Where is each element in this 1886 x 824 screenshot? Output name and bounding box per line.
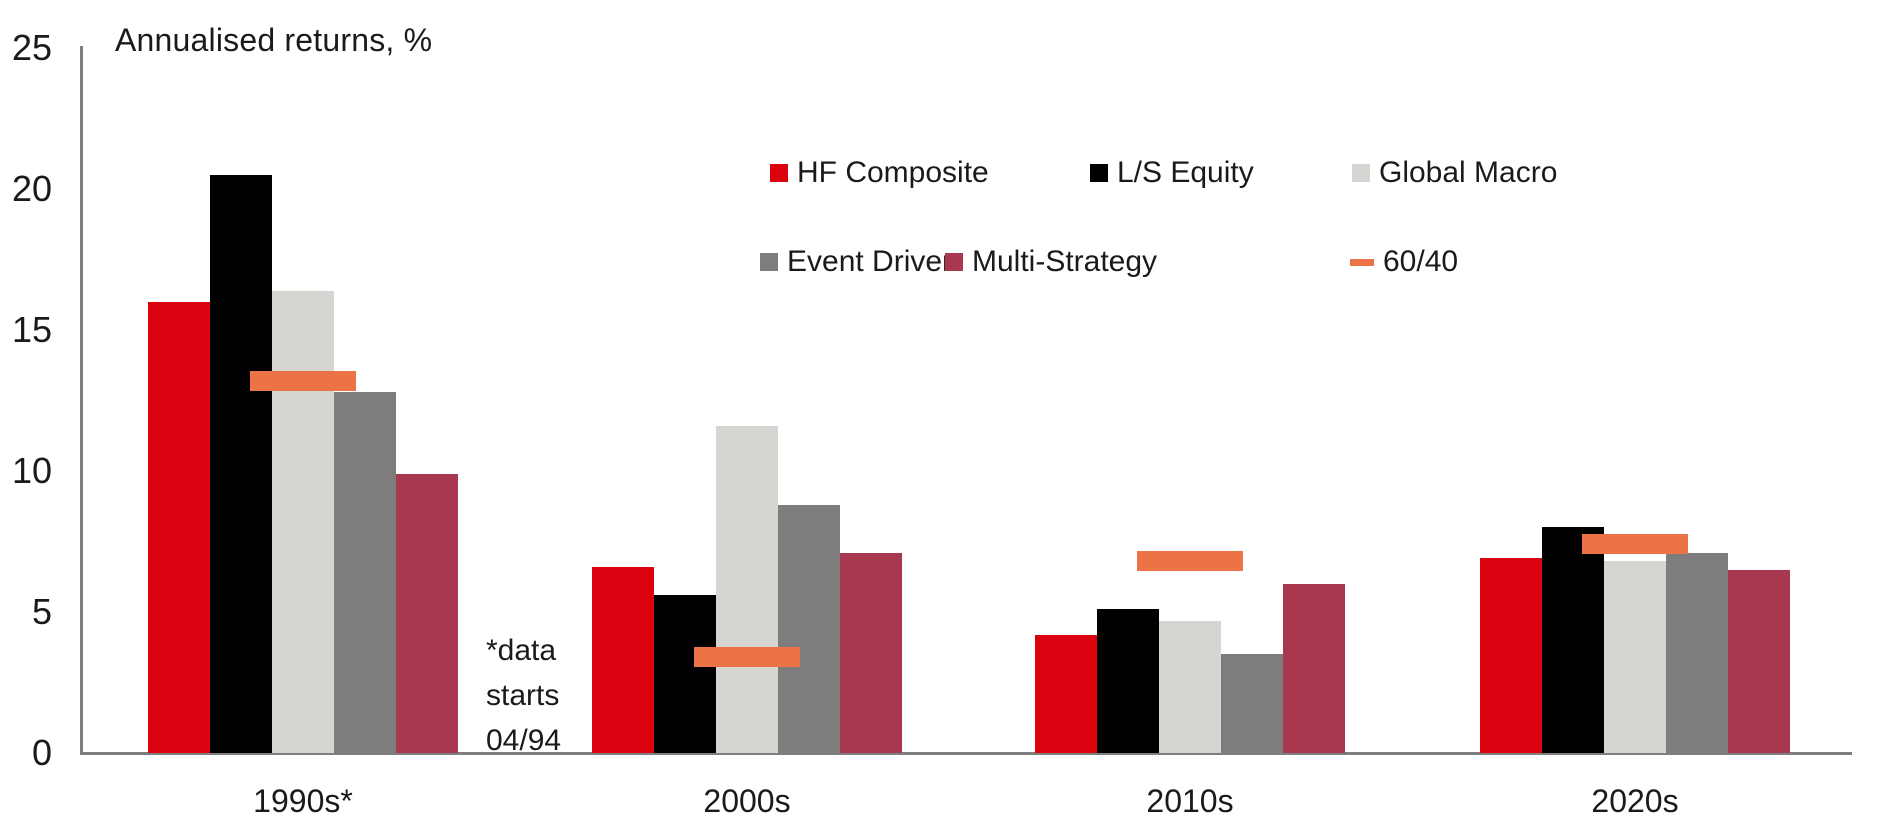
legend-label: Global Macro	[1379, 156, 1558, 189]
legend-item-global-macro: Global Macro	[1352, 156, 1558, 189]
bar-l-s-equity-2020s	[1542, 527, 1604, 753]
marker-60-40-2020s	[1582, 534, 1688, 555]
y-tick-label-20: 20	[11, 168, 52, 209]
bar-global-macro-1990s	[272, 290, 334, 753]
multi-strategy-swatch-icon	[945, 253, 963, 271]
bar-multi-strategy-2000s	[840, 552, 902, 753]
y-tick-label-10: 10	[11, 450, 52, 491]
legend-item-ls-equity: L/S Equity	[1090, 156, 1254, 189]
bar-group-2000s	[592, 33, 902, 753]
x-label-2000s: 2000s	[703, 783, 791, 819]
bar-multi-strategy-2020s	[1728, 569, 1790, 753]
annotation-line: *data	[486, 634, 557, 667]
bar-global-macro-2010s	[1159, 620, 1221, 753]
legend-item-hf-composite: HF Composite	[770, 156, 989, 189]
hf-composite-swatch-icon	[770, 164, 788, 182]
legend-item-60-40: 60/40	[1350, 245, 1459, 278]
bar-multi-strategy-1990s	[396, 473, 458, 753]
y-tick-label-15: 15	[11, 309, 52, 350]
bar-multi-strategy-2010s	[1283, 583, 1345, 753]
annotation-line: 04/94	[486, 724, 562, 757]
bar-event-driven-1990s	[334, 392, 396, 753]
bar-hf-composite-2020s	[1480, 558, 1542, 753]
legend-item-event-driven: Event Driven	[760, 245, 959, 278]
global-macro-swatch-icon	[1352, 164, 1370, 182]
bar-group-1990s	[148, 33, 458, 753]
60-40-dash-icon	[1350, 258, 1374, 266]
x-label-2020s: 2020s	[1591, 783, 1679, 819]
bar-group-2010s	[1035, 33, 1345, 753]
bar-global-macro-2020s	[1604, 561, 1666, 753]
bar-hf-composite-2010s	[1035, 634, 1097, 753]
bar-event-driven-2020s	[1666, 552, 1728, 753]
bar-hf-composite-1990s	[148, 301, 210, 753]
x-axis-line	[80, 752, 1852, 755]
legend-label: Event Driven	[787, 245, 959, 278]
x-label-1990s: 1990s*	[253, 783, 353, 819]
y-axis-line	[80, 46, 83, 754]
chart-title: Annualised returns, %	[115, 22, 433, 58]
y-tick-label-25: 25	[11, 27, 52, 68]
y-tick-label-0: 0	[31, 732, 52, 773]
bar-hf-composite-2000s	[592, 566, 654, 753]
bar-l-s-equity-1990s	[210, 174, 272, 753]
legend-label: L/S Equity	[1117, 156, 1254, 189]
bar-l-s-equity-2010s	[1097, 609, 1159, 753]
bar-event-driven-2000s	[778, 504, 840, 753]
legend-item-multi-strategy: Multi-Strategy	[945, 245, 1158, 278]
bar-group-2020s	[1480, 33, 1790, 753]
x-label-2010s: 2010s	[1146, 783, 1234, 819]
legend-label: Multi-Strategy	[972, 245, 1158, 278]
legend-label: HF Composite	[797, 156, 989, 189]
y-tick-label-5: 5	[31, 591, 52, 632]
legend-label: 60/40	[1383, 245, 1459, 278]
marker-60-40-1990s	[250, 370, 356, 391]
annotation-line: starts	[486, 679, 560, 712]
bar-event-driven-2010s	[1221, 654, 1283, 753]
bar-l-s-equity-2000s	[654, 595, 716, 753]
ls-equity-swatch-icon	[1090, 164, 1108, 182]
event-driven-swatch-icon	[760, 253, 778, 271]
marker-60-40-2010s	[1137, 551, 1243, 572]
data-start-annotation: *data starts 04/94	[486, 628, 561, 763]
bar-global-macro-2000s	[716, 425, 778, 753]
marker-60-40-2000s	[694, 647, 800, 668]
